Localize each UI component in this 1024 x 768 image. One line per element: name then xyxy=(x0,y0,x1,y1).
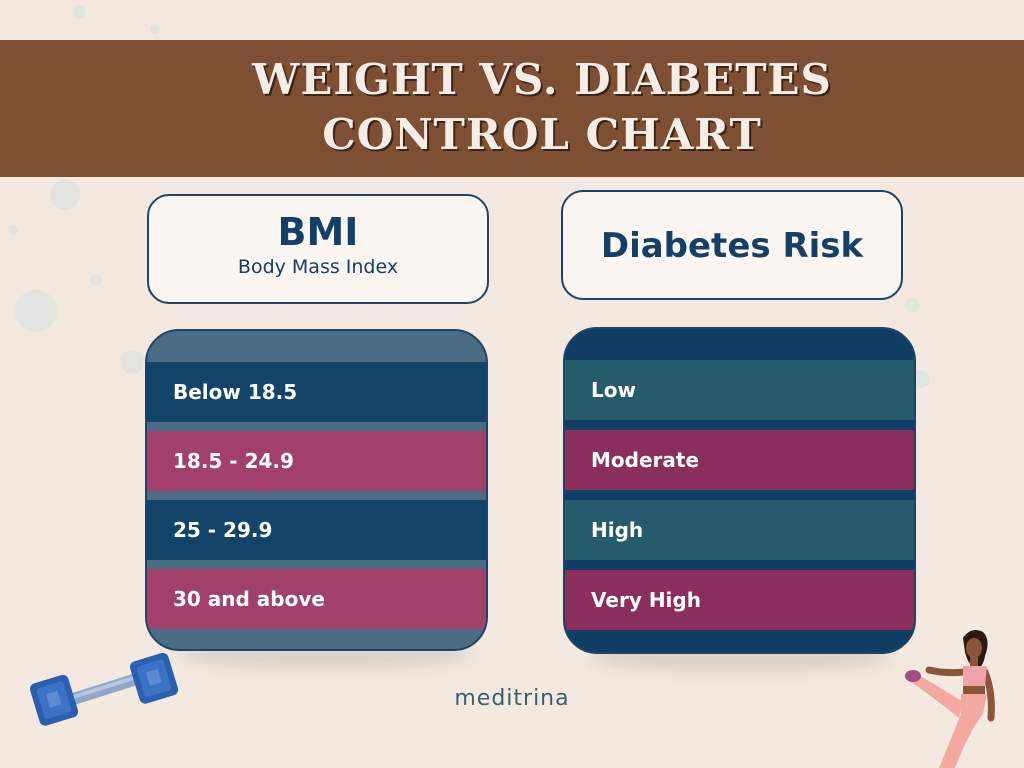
title-banner xyxy=(0,40,1024,177)
background-bubble xyxy=(150,24,160,34)
risk-row-1: Low xyxy=(565,360,914,420)
stretching-woman-illustration xyxy=(905,630,995,768)
brand-logo-text: meditrina xyxy=(454,686,570,711)
bmi-row-4: 30 and above xyxy=(147,569,486,629)
bmi-table: Below 18.5 18.5 - 24.9 25 - 29.9 30 and … xyxy=(145,329,488,651)
risk-table: Low Moderate High Very High xyxy=(563,327,916,654)
bmi-header-subtitle: Body Mass Index xyxy=(237,256,399,278)
risk-header-box: Diabetes Risk xyxy=(561,190,903,300)
risk-row-2: Moderate xyxy=(565,430,914,490)
background-bubble xyxy=(72,5,86,19)
background-bubble xyxy=(120,350,144,374)
page-title: WEIGHT VS. DIABETES CONTROL CHART xyxy=(0,52,1024,162)
background-bubble xyxy=(90,274,102,286)
title-line-2: CONTROL CHART xyxy=(322,110,762,159)
risk-row-3: High xyxy=(565,500,914,560)
bmi-row-3: 25 - 29.9 xyxy=(147,500,486,560)
background-bubble xyxy=(50,180,80,210)
bmi-row-1: Below 18.5 xyxy=(147,362,486,422)
bmi-header-box: BMI Body Mass Index xyxy=(147,194,489,304)
background-bubble xyxy=(15,290,57,332)
bmi-header-title: BMI xyxy=(277,210,359,254)
bmi-row-2: 18.5 - 24.9 xyxy=(147,431,486,491)
background-bubble xyxy=(912,370,930,388)
title-line-1: WEIGHT VS. DIABETES xyxy=(252,55,832,104)
background-bubble xyxy=(905,298,919,312)
risk-row-4: Very High xyxy=(565,570,914,630)
risk-header-title: Diabetes Risk xyxy=(600,226,864,266)
dumbbell-icon xyxy=(30,652,179,726)
background-bubble xyxy=(8,225,18,235)
